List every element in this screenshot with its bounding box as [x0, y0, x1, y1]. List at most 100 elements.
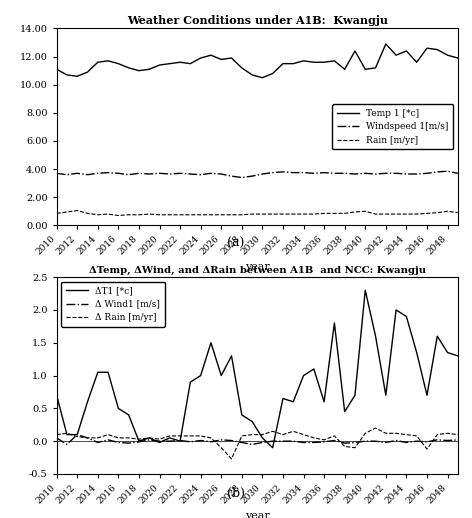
Δ Rain [m/yr] [167, 433, 173, 439]
Δ Rain [m/yr] [136, 436, 142, 442]
Δ Rain [m/yr] [126, 435, 132, 441]
Δ Rain [m/yr] [239, 433, 244, 439]
Temp 1 [*c] [105, 57, 111, 64]
Δ Rain [m/yr] [64, 430, 70, 436]
Rain [m/yr] [455, 210, 461, 216]
Rain [m/yr] [373, 211, 379, 217]
Windspeed 1[m/s] [249, 173, 255, 179]
ΔT1 [*c] [167, 435, 173, 441]
ΔT1 [*c] [64, 431, 70, 438]
ΔT1 [*c] [229, 353, 235, 359]
Temp 1 [*c] [445, 52, 450, 59]
Δ Wind1 [m/s] [383, 439, 388, 445]
ΔT1 [*c] [219, 372, 224, 379]
Windspeed 1[m/s] [260, 171, 265, 177]
ΔT1 [*c] [383, 392, 388, 398]
Temp 1 [*c] [331, 57, 337, 64]
Title: Weather Conditions under A1B:  Kwangju: Weather Conditions under A1B: Kwangju [127, 16, 388, 26]
Windspeed 1[m/s] [208, 170, 214, 177]
Δ Wind1 [m/s] [290, 438, 296, 444]
Rain [m/yr] [146, 211, 152, 217]
Windspeed 1[m/s] [311, 170, 317, 177]
Δ Rain [m/yr] [424, 446, 430, 452]
Rain [m/yr] [198, 212, 203, 218]
Windspeed 1[m/s] [393, 170, 399, 177]
Temp 1 [*c] [75, 73, 80, 79]
Rain [m/yr] [229, 212, 235, 218]
Windspeed 1[m/s] [126, 171, 132, 178]
Δ Wind1 [m/s] [270, 438, 276, 444]
Δ Rain [m/yr] [75, 434, 80, 440]
Rain [m/yr] [290, 211, 296, 217]
ΔT1 [*c] [424, 392, 430, 398]
ΔT1 [*c] [434, 333, 440, 339]
Δ Rain [m/yr] [249, 431, 255, 438]
Δ Rain [m/yr] [95, 435, 101, 441]
ΔT1 [*c] [290, 399, 296, 405]
ΔT1 [*c] [352, 392, 358, 398]
Δ Rain [m/yr] [260, 431, 265, 438]
Δ Wind1 [m/s] [116, 439, 121, 445]
Windspeed 1[m/s] [331, 170, 337, 177]
Rain [m/yr] [280, 211, 286, 217]
Temp 1 [*c] [455, 55, 461, 61]
Temp 1 [*c] [64, 72, 70, 78]
Δ Rain [m/yr] [342, 443, 347, 450]
Windspeed 1[m/s] [157, 170, 162, 177]
ΔT1 [*c] [404, 313, 409, 320]
Windspeed 1[m/s] [105, 169, 111, 176]
Line: Temp 1 [*c]: Temp 1 [*c] [57, 44, 458, 78]
Δ Wind1 [m/s] [146, 437, 152, 443]
Temp 1 [*c] [177, 59, 183, 65]
Δ Rain [m/yr] [352, 444, 358, 451]
Δ Rain [m/yr] [321, 437, 327, 443]
ΔT1 [*c] [331, 320, 337, 326]
ΔT1 [*c] [84, 399, 90, 405]
ΔT1 [*c] [187, 379, 193, 385]
Δ Rain [m/yr] [290, 428, 296, 435]
Temp 1 [*c] [187, 61, 193, 67]
Windspeed 1[m/s] [116, 170, 121, 177]
Δ Rain [m/yr] [362, 430, 368, 436]
ΔT1 [*c] [301, 372, 306, 379]
Δ Rain [m/yr] [116, 435, 121, 441]
Δ Rain [m/yr] [404, 431, 409, 438]
Δ Wind1 [m/s] [260, 439, 265, 445]
Temp 1 [*c] [311, 59, 317, 65]
Δ Rain [m/yr] [373, 425, 379, 431]
Line: ΔT1 [*c]: ΔT1 [*c] [57, 290, 458, 448]
Windspeed 1[m/s] [177, 170, 183, 177]
Δ Wind1 [m/s] [187, 439, 193, 445]
Windspeed 1[m/s] [373, 171, 379, 177]
Δ Rain [m/yr] [177, 433, 183, 439]
Δ Rain [m/yr] [146, 435, 152, 441]
ΔT1 [*c] [321, 399, 327, 405]
Temp 1 [*c] [54, 66, 59, 73]
Windspeed 1[m/s] [352, 171, 358, 177]
Text: (b): (b) [227, 487, 245, 500]
Rain [m/yr] [260, 211, 265, 217]
Δ Rain [m/yr] [208, 435, 214, 441]
Windspeed 1[m/s] [239, 175, 244, 181]
Δ Wind1 [m/s] [414, 438, 420, 444]
Windspeed 1[m/s] [414, 171, 420, 177]
Rain [m/yr] [84, 210, 90, 217]
ΔT1 [*c] [270, 444, 276, 451]
Δ Wind1 [m/s] [167, 438, 173, 444]
Temp 1 [*c] [126, 65, 132, 71]
Δ Wind1 [m/s] [301, 439, 306, 445]
Windspeed 1[m/s] [280, 169, 286, 175]
Rain [m/yr] [301, 211, 306, 217]
Δ Wind1 [m/s] [393, 437, 399, 443]
ΔT1 [*c] [311, 366, 317, 372]
ΔT1 [*c] [126, 412, 132, 418]
Line: Rain [m/yr]: Rain [m/yr] [57, 211, 458, 215]
Legend: Temp 1 [*c], Windspeed 1[m/s], Rain [m/yr]: Temp 1 [*c], Windspeed 1[m/s], Rain [m/y… [332, 105, 453, 149]
Δ Wind1 [m/s] [331, 437, 337, 443]
Windspeed 1[m/s] [321, 169, 327, 176]
Rain [m/yr] [311, 211, 317, 217]
Rain [m/yr] [414, 211, 420, 217]
Windspeed 1[m/s] [95, 170, 101, 177]
Rain [m/yr] [95, 212, 101, 218]
Temp 1 [*c] [373, 65, 379, 71]
